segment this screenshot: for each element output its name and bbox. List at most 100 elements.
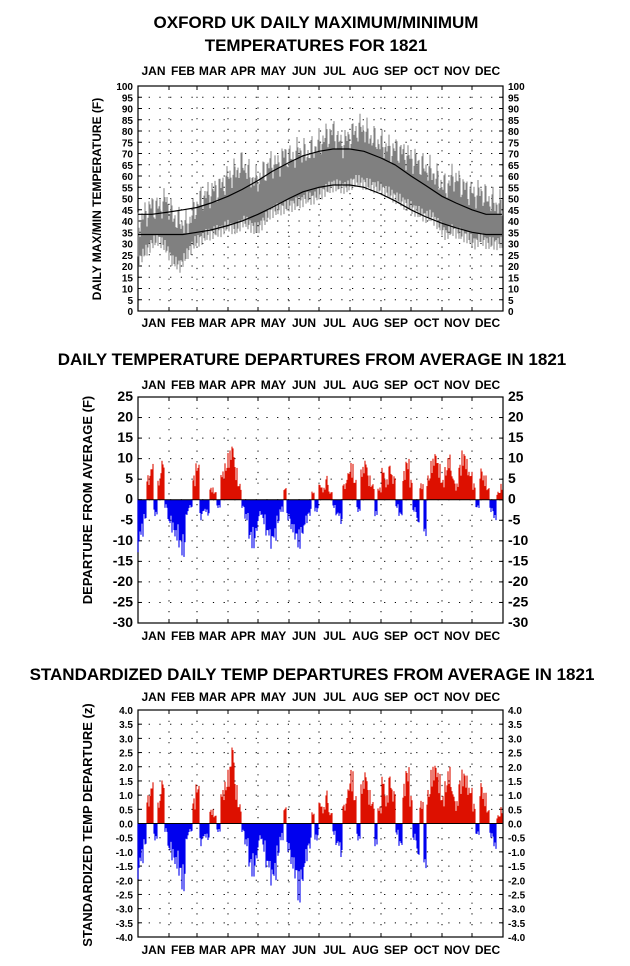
chart2-month-label-top: FEB [171,378,195,392]
chart2-ytick-label-right: -5 [508,511,521,527]
chart1-ytick-label-right: 55 [508,183,520,194]
chart3-month-label-bottom: SEP [384,943,408,957]
chart2-ytick-label-left: -20 [113,573,133,589]
chart3-month-label-bottom: APR [230,943,256,957]
chart1-ytick-label-right: 30 [508,240,520,251]
chart1-month-label-bottom: OCT [414,316,440,330]
chart3-title: STANDARDIZED DAILY TEMP DEPARTURES FROM … [30,665,595,684]
chart3-ytick-label-right: 1.0 [508,791,522,802]
chart3-month-label-bottom: DEC [475,943,501,957]
chart1-month-label-bottom: APR [230,316,256,330]
chart3-bars [137,747,503,903]
chart3-month-label-top: MAR [199,690,227,704]
chart1-ytick-label-right: 10 [508,285,520,296]
chart1-month-label-top: JAN [141,64,165,78]
chart1-ytick-label-left: 20 [122,262,134,273]
chart2-ytick-label-right: -20 [508,573,528,589]
chart3-month-label-top: DEC [475,690,501,704]
chart3-ytick-label-left: -0.5 [116,834,134,845]
chart2-month-label-top: JAN [141,378,165,392]
chart3-month-label-bottom: FEB [171,943,195,957]
chart1-ytick-label-left: 10 [122,285,134,296]
chart2-month-label-top: DEC [475,378,501,392]
chart3-y-axis-label: STANDARDIZED TEMP DEPARTURE (z) [80,703,95,946]
chart2-ytick-label-left: -10 [113,532,133,548]
chart2-month-label-top: AUG [352,378,379,392]
chart1-ytick-label-left: 70 [122,150,134,161]
chart3-ytick-label-right: 2.5 [508,749,522,760]
chart2-ytick-label-right: 15 [508,429,524,445]
chart2-month-label-bottom: MAY [261,629,287,643]
chart1-ytick-label-right: 50 [508,195,520,206]
chart3-ytick-label-right: 2.0 [508,763,522,774]
chart1-ytick-label-left: 80 [122,127,134,138]
chart1-average-max-line [138,148,502,215]
chart3-month-label-bottom: JAN [141,943,165,957]
chart2-ytick-label-right: 20 [508,409,524,425]
chart1-month-label-top: JUN [292,64,316,78]
chart3-ytick-label-left: 2.5 [119,749,133,760]
chart2-ytick-label-right: -30 [508,614,528,630]
chart1-ytick-label-right: 75 [508,138,520,149]
chart2-ytick-label-right: 0 [508,491,516,507]
chart2-month-label-bottom: AUG [352,629,379,643]
chart3-ytick-label-right: -1.0 [508,848,526,859]
chart3-ytick-label-right: -4.0 [508,933,526,944]
chart3-month-label-top: NOV [444,690,470,704]
chart3-standardized-departures: -4.0 -4.0 -3.5 -3.5 -3.0 -3.0 -2.5 -2.5 -2.0 -2.0… [116,690,526,957]
chart2-ytick-label-right: -15 [508,552,528,568]
chart3-ytick-label-left: -2.0 [116,876,134,887]
chart2-month-label-bottom: FEB [171,629,195,643]
chart1-ytick-label-left: 15 [122,273,134,284]
chart3-month-label-top: FEB [171,690,195,704]
chart1-month-label-top: JUL [323,64,346,78]
chart1-month-label-bottom: JUN [292,316,316,330]
chart2-ytick-label-right: -10 [508,532,528,548]
chart3-ytick-label-left: 1.5 [119,777,133,788]
chart3-month-label-bottom: NOV [444,943,470,957]
chart1-ytick-label-left: 25 [122,251,134,262]
chart1-ytick-label-right: 100 [508,82,525,93]
chart1-month-label-bottom: SEP [384,316,408,330]
chart1-ytick-label-right: 85 [508,116,520,127]
chart1-month-label-bottom: NOV [444,316,470,330]
chart2-ytick-label-left: 0 [125,491,133,507]
chart3-ytick-label-right: 4.0 [508,706,522,717]
chart2-month-label-bottom: NOV [444,629,470,643]
chart1-ytick-label-right: 65 [508,161,520,172]
chart1-ytick-label-left: 90 [122,105,134,116]
chart1-ytick-label-left: 30 [122,240,134,251]
chart1-ytick-label-right: 5 [508,296,514,307]
chart2-month-label-bottom: OCT [414,629,440,643]
chart2-month-label-bottom: JUN [292,629,316,643]
chart2-month-label-bottom: SEP [384,629,408,643]
chart3-month-label-top: APR [230,690,256,704]
chart3-month-label-bottom: MAY [261,943,287,957]
chart2-ytick-label-left: -30 [113,614,133,630]
chart3-month-label-top: JAN [141,690,165,704]
chart2-ytick-label-left: -5 [121,511,134,527]
chart2-month-label-top: OCT [414,378,440,392]
chart2-month-label-top: JUN [292,378,316,392]
chart2-month-label-bottom: JAN [141,629,165,643]
chart3-ytick-label-right: -1.5 [508,862,526,873]
chart1-title-line2: TEMPERATURES FOR 1821 [205,36,428,55]
chart1-ytick-label-right: 95 [508,93,520,104]
chart2-ytick-label-left: 5 [125,470,133,486]
chart1-month-label-bottom: DEC [475,316,501,330]
chart3-ytick-label-right: -0.5 [508,834,526,845]
chart2-ytick-label-right: 5 [508,470,516,486]
chart1-month-label-top: MAR [199,64,227,78]
chart1-ytick-label-right: 90 [508,105,520,116]
chart3-ytick-label-left: -1.0 [116,848,134,859]
chart1-ytick-label-left: 35 [122,228,134,239]
chart2-month-label-top: SEP [384,378,408,392]
chart3-ytick-label-right: -2.0 [508,876,526,887]
chart1-ytick-label-right: 40 [508,217,520,228]
chart1-ytick-label-left: 45 [122,206,134,217]
chart2-bars [137,446,503,557]
chart2-title: DAILY TEMPERATURE DEPARTURES FROM AVERAG… [58,350,567,369]
chart3-month-label-top: AUG [352,690,379,704]
chart1-ytick-label-right: 25 [508,251,520,262]
